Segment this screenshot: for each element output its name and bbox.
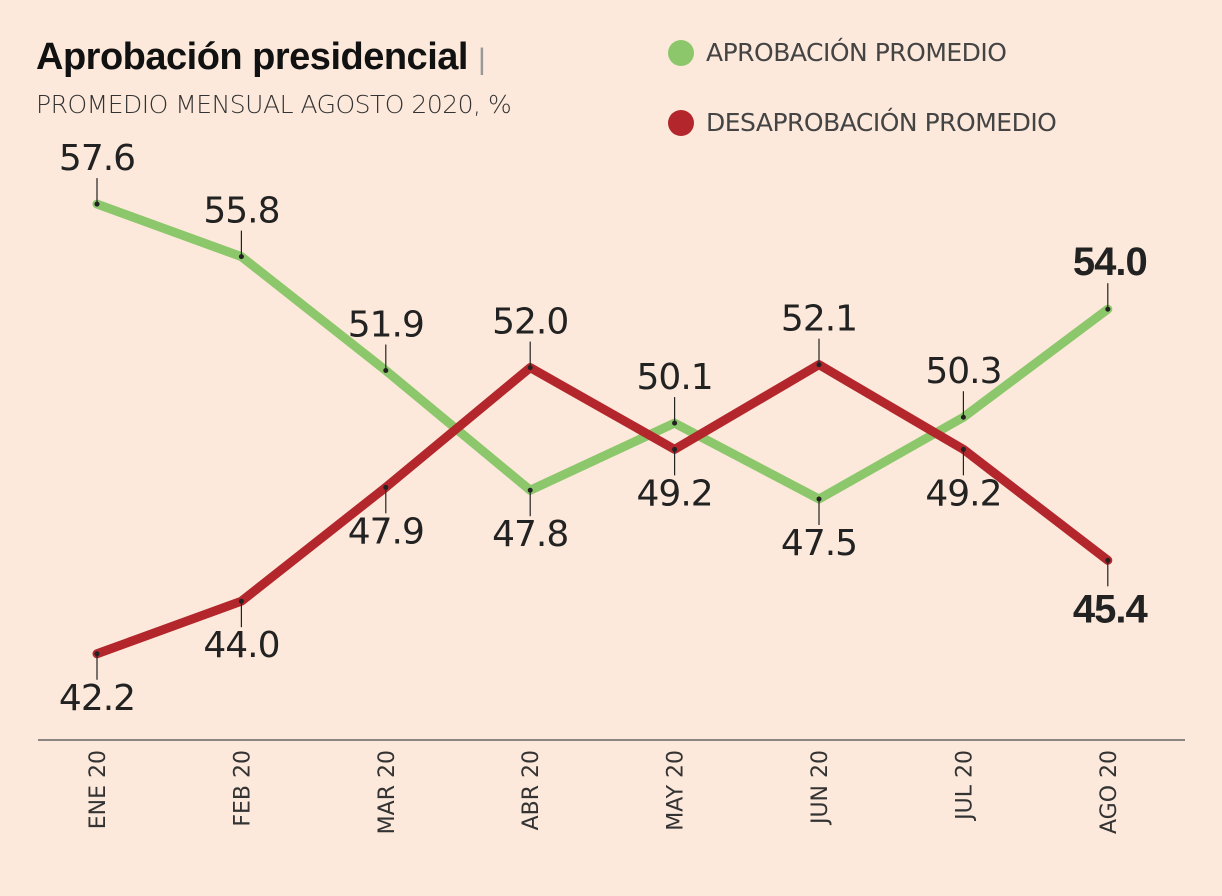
data-label: 50.1	[637, 357, 713, 398]
data-label: 47.9	[348, 511, 424, 552]
data-point	[1105, 557, 1111, 563]
data-point	[816, 362, 822, 368]
legend-item-approval: APROBACIÓN PROMEDIO	[668, 38, 1007, 67]
x-tick-label: FEB 20	[230, 750, 255, 827]
data-label: 57.6	[59, 138, 135, 179]
legend-swatch-disapproval	[668, 109, 694, 136]
data-point	[672, 420, 678, 426]
data-label: 44.0	[203, 625, 279, 666]
x-tick-label: MAR 20	[375, 750, 400, 834]
data-point	[383, 368, 389, 374]
data-point	[960, 414, 966, 420]
title-separator: |	[477, 43, 486, 76]
data-point	[816, 496, 822, 502]
data-point	[672, 446, 678, 452]
data-point	[527, 365, 533, 371]
x-tick-label: AGO 20	[1097, 750, 1122, 834]
data-point	[94, 201, 100, 207]
data-point	[94, 651, 100, 657]
data-point	[238, 254, 244, 260]
series-line-disapproval	[92, 360, 1113, 659]
data-label: 45.4	[1073, 587, 1149, 631]
data-label: 55.8	[203, 191, 279, 232]
data-label: 50.3	[925, 351, 1001, 392]
data-label: 49.2	[637, 473, 713, 514]
chart-title: Aprobación presidencial |	[36, 36, 486, 79]
legend-swatch-approval	[668, 39, 694, 66]
x-tick-label: ENE 20	[86, 750, 111, 829]
data-label: 47.8	[492, 514, 568, 555]
x-tick-label: MAY 20	[664, 750, 689, 831]
data-label: 42.2	[59, 678, 135, 719]
data-label: 47.5	[781, 523, 857, 564]
data-label: 49.2	[925, 473, 1001, 514]
x-tick-label: ABR 20	[519, 750, 544, 830]
data-label: 54.0	[1073, 240, 1147, 284]
data-point	[383, 484, 389, 490]
x-tick-label: JUL 20	[952, 750, 977, 822]
chart-subtitle: PROMEDIO MENSUAL AGOSTO 2020, %	[36, 90, 512, 119]
title-text: Aprobación presidencial	[36, 36, 468, 78]
legend-label-disapproval: DESAPROBACIÓN PROMEDIO	[706, 108, 1057, 137]
legend-item-disapproval: DESAPROBACIÓN PROMEDIO	[668, 108, 1057, 137]
data-label: 52.0	[492, 302, 568, 343]
data-point	[527, 487, 533, 493]
data-point	[238, 598, 244, 604]
data-point	[1105, 306, 1111, 312]
legend-label-approval: APROBACIÓN PROMEDIO	[706, 38, 1007, 67]
data-label: 51.9	[348, 305, 424, 346]
data-label: 52.1	[781, 299, 857, 340]
x-tick-label: JUN 20	[808, 750, 833, 826]
data-point	[960, 446, 966, 452]
